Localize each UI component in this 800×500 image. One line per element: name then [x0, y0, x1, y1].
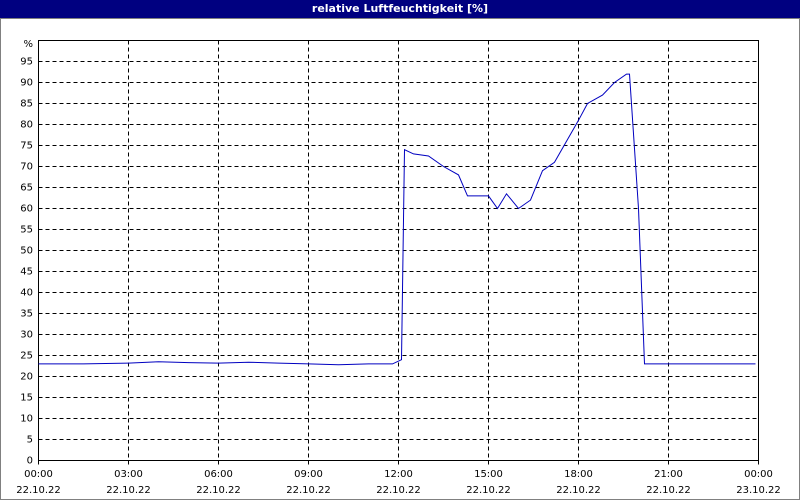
y-tick-label: 95	[20, 57, 33, 68]
y-tick-label: 30	[20, 330, 33, 341]
x-tick-date: 22.10.22	[286, 485, 331, 496]
x-tick-date: 22.10.22	[376, 485, 421, 496]
y-tick-label: 0	[27, 456, 33, 467]
y-tick-label: 80	[20, 120, 33, 131]
y-tick-label: 5	[27, 435, 33, 446]
y-tick-label: 85	[20, 99, 33, 110]
y-tick-label: 55	[20, 225, 33, 236]
y-tick-label: 45	[20, 267, 33, 278]
title-bar	[0, 0, 800, 18]
x-tick-date: 22.10.22	[196, 485, 241, 496]
y-tick-label: 90	[20, 78, 33, 89]
y-tick-label: 70	[20, 162, 33, 173]
y-tick-label: 25	[20, 351, 33, 362]
x-tick-label: 21:00	[654, 469, 683, 480]
x-tick-label: 06:00	[204, 469, 233, 480]
x-tick-label: 09:00	[294, 469, 323, 480]
x-tick-label: 12:00	[384, 469, 413, 480]
x-tick-date: 22.10.22	[16, 485, 61, 496]
data-line	[38, 73, 756, 366]
x-tick-label: 03:00	[114, 469, 143, 480]
x-tick-label: 00:00	[744, 469, 773, 480]
y-tick-label: 50	[20, 246, 33, 257]
y-tick-label: 40	[20, 288, 33, 299]
x-tick-date: 22.10.22	[556, 485, 601, 496]
x-tick-date: 23.10.22	[736, 485, 781, 496]
x-tick-date: 22.10.22	[466, 485, 511, 496]
chart-title: relative Luftfeuchtigkeit [%]	[312, 2, 488, 15]
x-tick-label: 18:00	[564, 469, 593, 480]
y-tick-label: 20	[20, 372, 33, 383]
y-tick-label: 75	[20, 141, 33, 152]
y-tick-label: 35	[20, 309, 33, 320]
x-tick-label: 15:00	[474, 469, 503, 480]
y-tick-label: 60	[20, 204, 33, 215]
x-tick-date: 22.10.22	[106, 485, 151, 496]
frame	[0, 18, 800, 500]
y-unit: %	[23, 39, 33, 50]
x-tick-label: 00:00	[24, 469, 53, 480]
y-tick-label: 10	[20, 414, 33, 425]
y-tick-label: 15	[20, 393, 33, 404]
y-tick-label: 65	[20, 183, 33, 194]
x-tick-date: 22.10.22	[646, 485, 691, 496]
